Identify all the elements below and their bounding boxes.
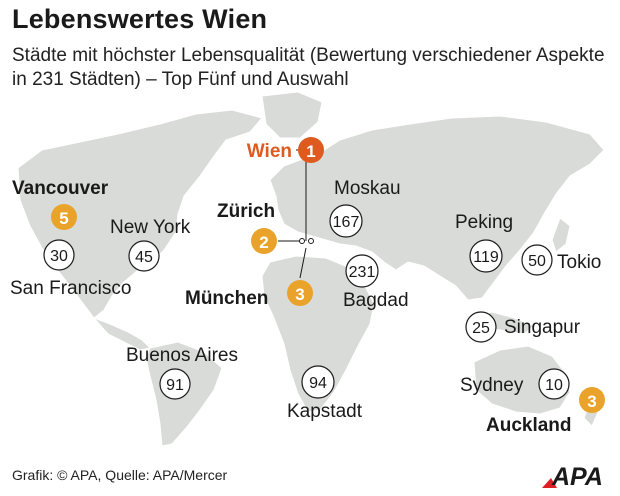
top-badges: 1 2 3 3 5: [51, 137, 605, 413]
rank-san-francisco: 30: [50, 248, 68, 265]
circle-buenos-aires: [159, 368, 191, 400]
rank-kapstadt: 94: [309, 375, 327, 392]
page-subtitle: Städte mit höchster Lebensqualität (Bewe…: [12, 45, 605, 90]
continent-japan: [551, 217, 571, 253]
label-sydney: Sydney: [460, 375, 524, 396]
continent-north-america: [17, 109, 263, 319]
badge-wien: [298, 137, 324, 163]
circle-tokio: [521, 244, 553, 276]
continent-greenland: [261, 91, 323, 139]
label-auckland: Auckland: [486, 415, 572, 436]
circle-moskau: [329, 204, 363, 238]
apa-logo-text: APA: [551, 463, 603, 488]
label-muenchen: München: [185, 288, 268, 309]
circle-singapur: [465, 311, 497, 343]
badge-muenchen-rank: 3: [295, 285, 304, 304]
rank-singapur: 25: [472, 320, 490, 337]
rank-circles: [43, 204, 570, 400]
circle-peking: [469, 239, 503, 273]
label-tokio: Tokio: [557, 252, 601, 273]
label-zuerich: Zürich: [217, 201, 275, 222]
label-moskau: Moskau: [334, 178, 401, 199]
page-title: Lebenswertes Wien: [12, 4, 268, 34]
label-new-york: New York: [110, 217, 191, 238]
rank-buenos-aires: 91: [166, 377, 184, 394]
label-san-francisco: San Francisco: [10, 278, 131, 299]
badge-zuerich: [251, 228, 277, 254]
rank-tokio: 50: [528, 253, 546, 270]
rank-peking: 119: [473, 249, 499, 266]
badge-zuerich-rank: 2: [259, 233, 268, 252]
badge-vancouver: [51, 204, 77, 230]
rank-sydney: 10: [545, 377, 563, 394]
circle-san-francisco: [43, 239, 75, 271]
label-peking: Peking: [455, 212, 513, 233]
circle-kapstadt: [301, 365, 335, 399]
source-credit: Grafik: © APA, Quelle: APA/Mercer: [12, 467, 228, 483]
rank-bagdad: 231: [349, 264, 376, 281]
badge-wien-rank: 1: [306, 142, 315, 161]
badge-muenchen: [287, 280, 313, 306]
label-buenos-aires: Buenos Aires: [126, 345, 238, 366]
label-kapstadt: Kapstadt: [287, 401, 363, 422]
rank-moskau: 167: [333, 214, 360, 231]
label-wien: Wien: [247, 141, 292, 162]
badge-auckland: [579, 387, 605, 413]
leader-line-muenchen: [299, 247, 307, 279]
label-singapur: Singapur: [504, 317, 581, 338]
circle-bagdad: [345, 254, 379, 288]
badge-vancouver-rank: 5: [59, 209, 68, 228]
rank-numbers: 30 45 91 94 167 231 119 50 25 10: [50, 214, 563, 394]
marker-wien: [308, 238, 314, 244]
rank-new-york: 45: [135, 249, 153, 266]
circle-sydney: [538, 368, 570, 400]
city-labels: Wien Zürich München Auckland Vancouver S…: [10, 141, 601, 436]
continent-eurasia: [269, 115, 605, 301]
badge-auckland-rank: 3: [587, 392, 596, 411]
label-vancouver: Vancouver: [12, 178, 109, 199]
apa-logo: APA: [542, 463, 603, 488]
circle-new-york: [128, 240, 160, 272]
label-bagdad: Bagdad: [343, 290, 409, 311]
marker-zuerich: [299, 238, 305, 244]
